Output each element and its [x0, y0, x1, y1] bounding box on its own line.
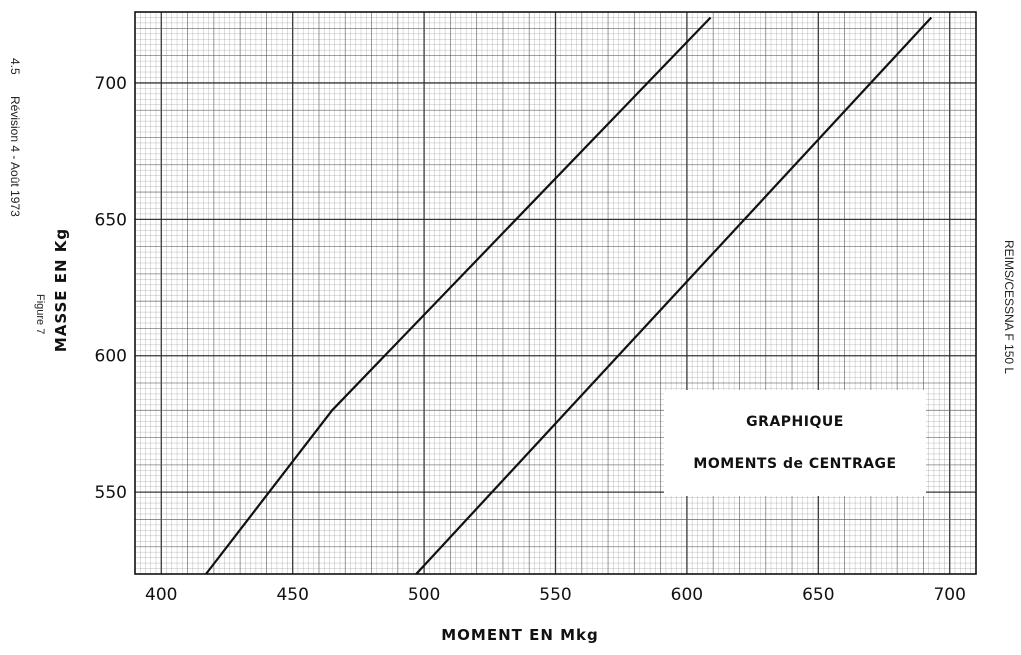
x-tick-label: 650	[802, 585, 834, 605]
chart-subtitle: MOMENTS de CENTRAGE	[693, 456, 897, 472]
y-tick-label: 650	[95, 210, 127, 230]
y-tick-label: 550	[95, 483, 127, 503]
revision-note: Révision 4 - Août 1973	[8, 96, 22, 217]
y-tick-label: 600	[95, 347, 127, 367]
y-tick-labels: 550 600 650 700	[95, 74, 127, 503]
page-number: 4.5	[8, 58, 22, 75]
chart-title-box: GRAPHIQUE MOMENTS de CENTRAGE	[664, 390, 926, 496]
x-tick-label: 700	[933, 585, 965, 605]
document-header: REIMS/CESSNA F 150 L	[1002, 240, 1016, 375]
y-tick-label: 700	[95, 74, 127, 94]
x-tick-label: 550	[539, 585, 571, 605]
series-line-1	[205, 16, 712, 575]
series-layer	[205, 16, 933, 575]
x-axis-title: MOMENT EN Mkg	[441, 626, 599, 644]
x-tick-label: 450	[276, 585, 308, 605]
x-tick-label: 400	[145, 585, 177, 605]
chart-title: GRAPHIQUE	[746, 414, 844, 430]
figure-label: Figure 7	[34, 294, 46, 335]
series-line-2	[415, 16, 933, 575]
x-tick-label: 600	[671, 585, 703, 605]
x-tick-label: 500	[408, 585, 440, 605]
y-axis-title: MASSE EN Kg	[52, 228, 70, 352]
plot-border	[134, 11, 977, 575]
x-tick-labels: 400 450 500 550 600 650 700	[145, 585, 966, 605]
